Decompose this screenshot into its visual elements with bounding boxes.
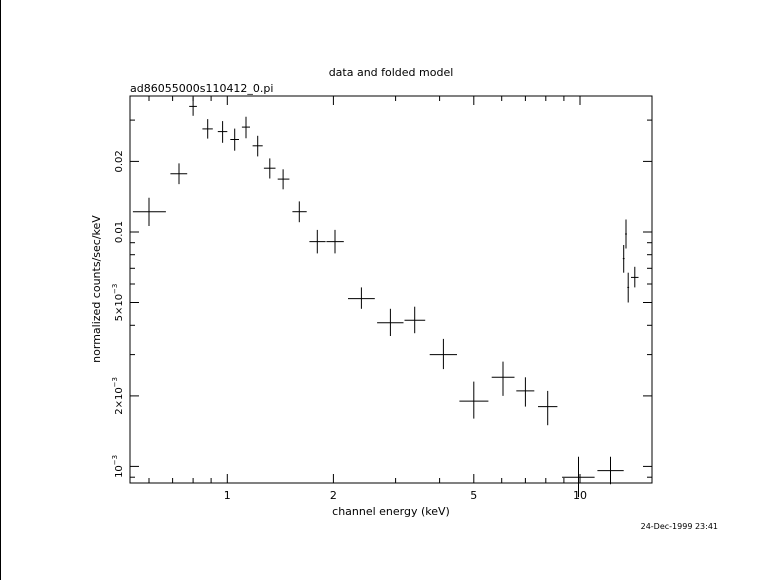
data-point	[404, 306, 426, 334]
data-point	[627, 272, 630, 303]
plot-timestamp: 24-Dec-1999 23:41	[641, 522, 718, 531]
x-axis-label: channel energy (keV)	[332, 505, 450, 518]
data-point	[625, 219, 627, 249]
data-point	[189, 97, 197, 116]
data-point	[491, 361, 515, 396]
x-tick-labels: 1 2 5 10	[224, 489, 587, 502]
y-tick-label: 5×10−3	[111, 284, 125, 322]
y-tick-label: 10−3	[111, 455, 125, 478]
window-left-edge	[0, 0, 1, 580]
data-points	[132, 97, 639, 498]
data-point	[429, 338, 457, 370]
data-point	[309, 229, 326, 254]
data-point	[252, 135, 263, 157]
data-point	[241, 116, 250, 139]
data-point	[622, 245, 625, 273]
y-tick-label: 2×10−3	[111, 377, 125, 415]
axis-ticks	[130, 96, 652, 483]
data-point	[538, 390, 558, 426]
data-point	[597, 456, 624, 485]
data-point	[263, 158, 276, 179]
y-tick-labels: 10−3 2×10−3 5×10−3 0.01 0.02	[111, 150, 125, 478]
data-point	[348, 287, 375, 309]
y-tick-label: 0.01	[114, 221, 125, 243]
chart-title: data and folded model	[329, 66, 454, 79]
x-tick-label: 1	[224, 489, 231, 502]
y-axis-label: normalized counts/sec/keV	[90, 215, 103, 363]
data-point	[277, 169, 290, 190]
data-point	[326, 229, 344, 254]
data-point	[202, 119, 213, 139]
data-point	[459, 381, 489, 419]
data-point	[230, 128, 239, 151]
data-point	[562, 456, 595, 498]
data-point	[516, 377, 535, 407]
y-tick-label: 0.02	[114, 150, 125, 172]
x-tick-label: 2	[330, 489, 337, 502]
data-point	[170, 163, 188, 185]
x-tick-label: 5	[470, 489, 477, 502]
x-tick-label: 10	[573, 489, 587, 502]
data-point	[631, 266, 639, 288]
data-point	[132, 197, 166, 226]
chart-subtitle: ad86055000s110412_0.pi	[130, 82, 273, 95]
plot-frame	[129, 95, 653, 484]
data-point	[292, 201, 307, 223]
data-point	[217, 121, 228, 143]
data-point	[377, 308, 404, 336]
